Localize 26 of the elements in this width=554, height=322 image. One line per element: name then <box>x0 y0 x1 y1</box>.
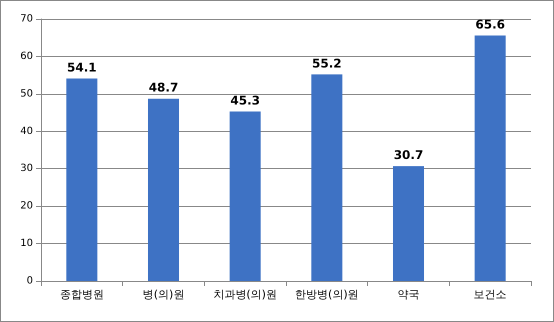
bar <box>474 35 506 281</box>
data-label: 65.6 <box>475 17 505 32</box>
data-label: 54.1 <box>67 60 97 75</box>
bar <box>148 98 180 281</box>
x-tick-label: 보건소 <box>474 288 507 301</box>
x-tick-label: 병(의)원 <box>142 288 184 301</box>
x-tick-label: 한방병(의)원 <box>295 288 359 301</box>
y-tick-label: 60 <box>20 50 33 62</box>
bar <box>230 111 261 281</box>
data-label: 30.7 <box>394 148 424 162</box>
y-tick-label: 20 <box>20 200 33 212</box>
y-tick-label: 10 <box>20 238 33 250</box>
y-tick-label: 70 <box>20 14 33 24</box>
bar <box>311 74 342 281</box>
y-tick-label: 40 <box>20 126 33 137</box>
y-tick-label: 30 <box>20 163 33 174</box>
data-label: 55.2 <box>312 56 342 70</box>
x-tick-label: 치과병(의)원 <box>213 288 277 301</box>
data-label: 45.3 <box>230 93 260 108</box>
y-tick-label: 0 <box>26 276 33 286</box>
data-label: 48.7 <box>148 80 178 95</box>
x-tick-label: 종합병원 <box>60 288 104 301</box>
y-tick-label: 50 <box>20 88 33 100</box>
bar <box>392 166 424 281</box>
bar <box>66 78 98 281</box>
x-tick-label: 약국 <box>398 288 420 301</box>
